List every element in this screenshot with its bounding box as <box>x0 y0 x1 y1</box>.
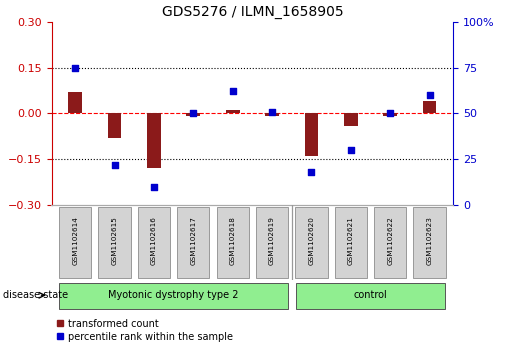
Point <box>307 169 316 175</box>
Bar <box>68 92 82 113</box>
Point <box>268 109 276 114</box>
Point <box>229 89 237 94</box>
Point <box>110 162 118 168</box>
FancyBboxPatch shape <box>216 207 249 278</box>
Point <box>425 92 434 98</box>
FancyBboxPatch shape <box>414 207 445 278</box>
Bar <box>383 113 397 117</box>
Bar <box>304 113 318 156</box>
Text: GSM1102614: GSM1102614 <box>72 216 78 265</box>
FancyBboxPatch shape <box>335 207 367 278</box>
Point <box>347 147 355 153</box>
Bar <box>344 113 358 126</box>
Bar <box>226 110 239 113</box>
FancyBboxPatch shape <box>296 283 445 309</box>
Text: GSM1102615: GSM1102615 <box>112 216 117 265</box>
FancyBboxPatch shape <box>59 283 288 309</box>
Text: GSM1102618: GSM1102618 <box>230 216 236 265</box>
Bar <box>186 113 200 117</box>
Text: disease state: disease state <box>3 290 67 300</box>
Point <box>189 110 197 116</box>
Text: GSM1102622: GSM1102622 <box>387 216 393 265</box>
FancyBboxPatch shape <box>98 207 131 278</box>
Text: control: control <box>354 290 387 300</box>
FancyBboxPatch shape <box>374 207 406 278</box>
Text: GSM1102620: GSM1102620 <box>308 216 315 265</box>
FancyBboxPatch shape <box>177 207 210 278</box>
Legend: transformed count, percentile rank within the sample: transformed count, percentile rank withi… <box>56 319 233 342</box>
Bar <box>423 101 436 113</box>
Bar <box>108 113 122 138</box>
Point <box>386 110 394 116</box>
Text: GSM1102616: GSM1102616 <box>151 216 157 265</box>
Text: GSM1102617: GSM1102617 <box>190 216 196 265</box>
Bar <box>265 113 279 117</box>
Text: GSM1102623: GSM1102623 <box>426 216 433 265</box>
Point <box>71 65 79 70</box>
Text: GSM1102621: GSM1102621 <box>348 216 354 265</box>
FancyBboxPatch shape <box>138 207 170 278</box>
Point <box>150 184 158 189</box>
Title: GDS5276 / ILMN_1658905: GDS5276 / ILMN_1658905 <box>162 5 343 19</box>
FancyBboxPatch shape <box>256 207 288 278</box>
Text: GSM1102619: GSM1102619 <box>269 216 275 265</box>
FancyBboxPatch shape <box>295 207 328 278</box>
Bar <box>147 113 161 168</box>
FancyBboxPatch shape <box>59 207 91 278</box>
Text: Myotonic dystrophy type 2: Myotonic dystrophy type 2 <box>108 290 239 300</box>
